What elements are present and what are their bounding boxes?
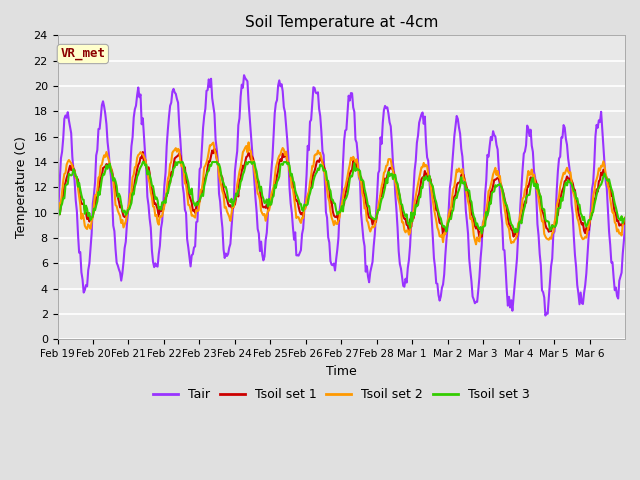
Legend: Tair, Tsoil set 1, Tsoil set 2, Tsoil set 3: Tair, Tsoil set 1, Tsoil set 2, Tsoil se…	[148, 383, 535, 406]
Tsoil set 2	[472, 241, 480, 247]
Line: Tsoil set 3: Tsoil set 3	[58, 162, 625, 233]
Tsoil set 3	[140, 159, 148, 165]
Tair	[520, 151, 527, 156]
Tair	[392, 207, 400, 213]
Tair	[328, 262, 335, 268]
Tsoil set 1	[54, 213, 61, 219]
Tsoil set 3	[478, 230, 486, 236]
Title: Soil Temperature at -4cm: Soil Temperature at -4cm	[244, 15, 438, 30]
Y-axis label: Temperature (C): Temperature (C)	[15, 136, 28, 238]
Tair	[240, 72, 248, 78]
Tsoil set 1	[610, 203, 618, 209]
Tsoil set 1	[392, 180, 400, 185]
Tsoil set 1	[476, 234, 483, 240]
Tsoil set 3	[328, 197, 335, 203]
Tsoil set 2	[54, 212, 61, 218]
Tair	[610, 275, 618, 280]
Tsoil set 2	[392, 185, 400, 191]
Tair	[324, 234, 332, 240]
Tsoil set 3	[521, 203, 529, 209]
Tair	[541, 312, 549, 318]
Tsoil set 1	[324, 185, 332, 191]
Tsoil set 2	[328, 215, 335, 220]
Tsoil set 3	[610, 195, 618, 201]
Tsoil set 3	[392, 179, 400, 185]
Line: Tsoil set 1: Tsoil set 1	[58, 149, 625, 237]
Tair	[621, 223, 629, 229]
Tsoil set 2	[521, 187, 529, 193]
Line: Tair: Tair	[58, 75, 625, 315]
Tsoil set 1	[328, 198, 335, 204]
Tair	[362, 269, 369, 275]
Tsoil set 3	[621, 215, 629, 221]
Line: Tsoil set 2: Tsoil set 2	[58, 143, 625, 244]
Tsoil set 1	[521, 199, 529, 204]
Tsoil set 1	[211, 146, 218, 152]
Tsoil set 2	[244, 140, 252, 145]
Tsoil set 2	[362, 205, 369, 211]
Tsoil set 2	[621, 215, 629, 220]
Tsoil set 1	[362, 198, 369, 204]
Tsoil set 1	[621, 218, 629, 224]
Tsoil set 3	[54, 218, 61, 224]
Tsoil set 3	[324, 178, 332, 184]
Text: VR_met: VR_met	[60, 48, 106, 60]
Tair	[54, 214, 61, 219]
X-axis label: Time: Time	[326, 365, 356, 378]
Tsoil set 2	[610, 210, 618, 216]
Tsoil set 3	[362, 191, 369, 197]
Tsoil set 2	[324, 194, 332, 200]
